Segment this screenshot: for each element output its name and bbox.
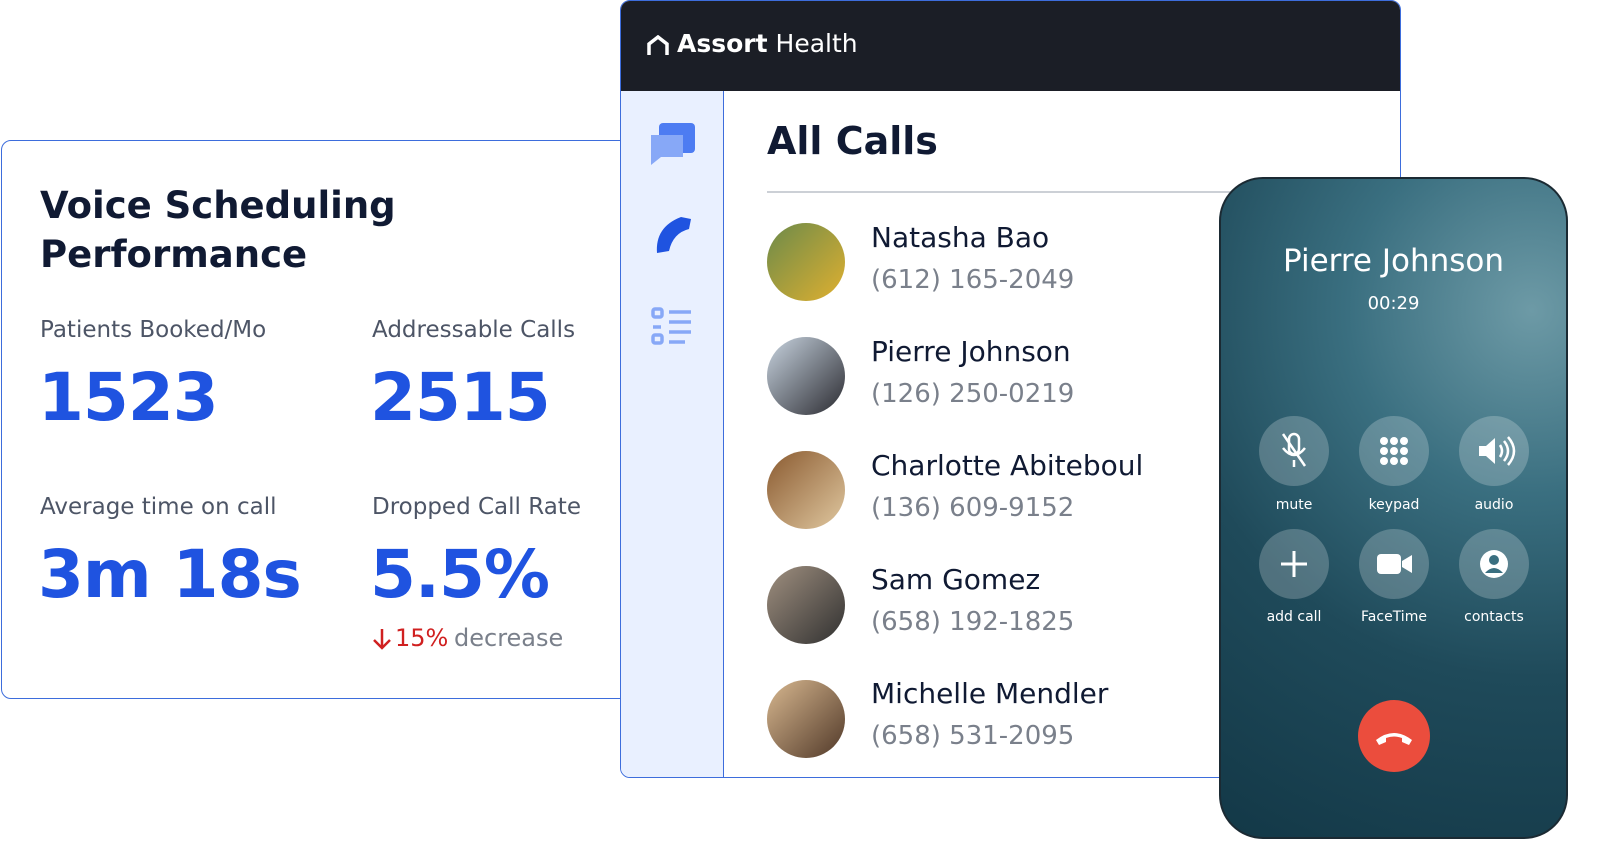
- audio-icon: [1479, 436, 1516, 466]
- avatar: [767, 451, 845, 529]
- button-label: audio: [1474, 497, 1514, 513]
- keypad-icon: [1380, 437, 1408, 465]
- end-call-button[interactable]: [1358, 700, 1430, 772]
- metric-value: 3m 18s: [38, 536, 302, 613]
- caller-phone: (126) 250-0219: [871, 379, 1075, 409]
- metric-label: Addressable Calls: [372, 317, 576, 343]
- button-label: keypad: [1368, 497, 1420, 513]
- caller-phone: (612) 165-2049: [871, 265, 1075, 295]
- change-text: decrease: [454, 624, 564, 652]
- brand-suffix: Health: [775, 29, 858, 58]
- call-duration: 00:29: [1367, 293, 1420, 314]
- caller-phone: (658) 192-1825: [871, 607, 1075, 637]
- caller: Pierre Johnson: [1282, 243, 1505, 279]
- facetime-button[interactable]: [1359, 529, 1429, 599]
- mute-icon: [1281, 432, 1307, 467]
- brand-logo: [647, 35, 669, 55]
- avatar: [767, 680, 845, 758]
- audio-button[interactable]: [1459, 416, 1529, 486]
- phone-icon[interactable]: [651, 213, 695, 257]
- app-header: Assort Health: [621, 1, 1400, 91]
- contacts-button[interactable]: [1459, 529, 1529, 599]
- button-label: add call: [1266, 609, 1322, 625]
- metric-label: Dropped Call Rate: [372, 494, 581, 520]
- card-title: Voice Scheduling Performance: [40, 184, 396, 276]
- avatar: [767, 566, 845, 644]
- button-label: contacts: [1464, 609, 1524, 625]
- metric-value: 2515: [370, 359, 551, 436]
- video-icon: [1377, 554, 1412, 574]
- metric-value: 1523: [38, 359, 219, 436]
- list-icon[interactable]: [651, 307, 693, 347]
- sidebar: [621, 91, 724, 777]
- button-label: FaceTime: [1361, 609, 1427, 625]
- caller-name[interactable]: Charlotte Abiteboul: [871, 449, 1144, 482]
- down-arrow-icon: [373, 629, 391, 650]
- mute-button[interactable]: [1259, 416, 1329, 486]
- contact-icon: [1480, 550, 1508, 578]
- avatar: [767, 337, 845, 415]
- caller-phone: (136) 609-9152: [871, 493, 1075, 523]
- metric-label: Average time on call: [40, 494, 277, 520]
- section-heading: All Calls: [767, 119, 938, 163]
- caller-name[interactable]: Natasha Bao: [871, 221, 1050, 254]
- caller-name[interactable]: Sam Gomez: [871, 563, 1041, 596]
- phone-call-screen: Pierre Johnson 00:29 mute keypad audio a…: [1219, 177, 1568, 839]
- change-value: 15%: [395, 624, 449, 652]
- caller-phone: (658) 531-2095: [871, 721, 1075, 751]
- add-icon: [1281, 551, 1307, 577]
- chat-icon[interactable]: [649, 121, 697, 167]
- brand: Assort Health: [677, 29, 858, 58]
- stats-card: Voice Scheduling Performance Patients Bo…: [1, 140, 641, 699]
- add-call-button[interactable]: [1259, 529, 1329, 599]
- caller-name[interactable]: Michelle Mendler: [871, 677, 1109, 710]
- end-call-icon: [1376, 733, 1412, 745]
- metric-value: 5.5%: [370, 536, 550, 613]
- divider: [767, 191, 1400, 193]
- keypad-button[interactable]: [1359, 416, 1429, 486]
- brand-name: Assort: [677, 29, 768, 58]
- button-label: mute: [1275, 497, 1313, 513]
- caller-name[interactable]: Pierre Johnson: [871, 335, 1071, 368]
- avatar: [767, 223, 845, 301]
- metric-label: Patients Booked/Mo: [40, 317, 267, 343]
